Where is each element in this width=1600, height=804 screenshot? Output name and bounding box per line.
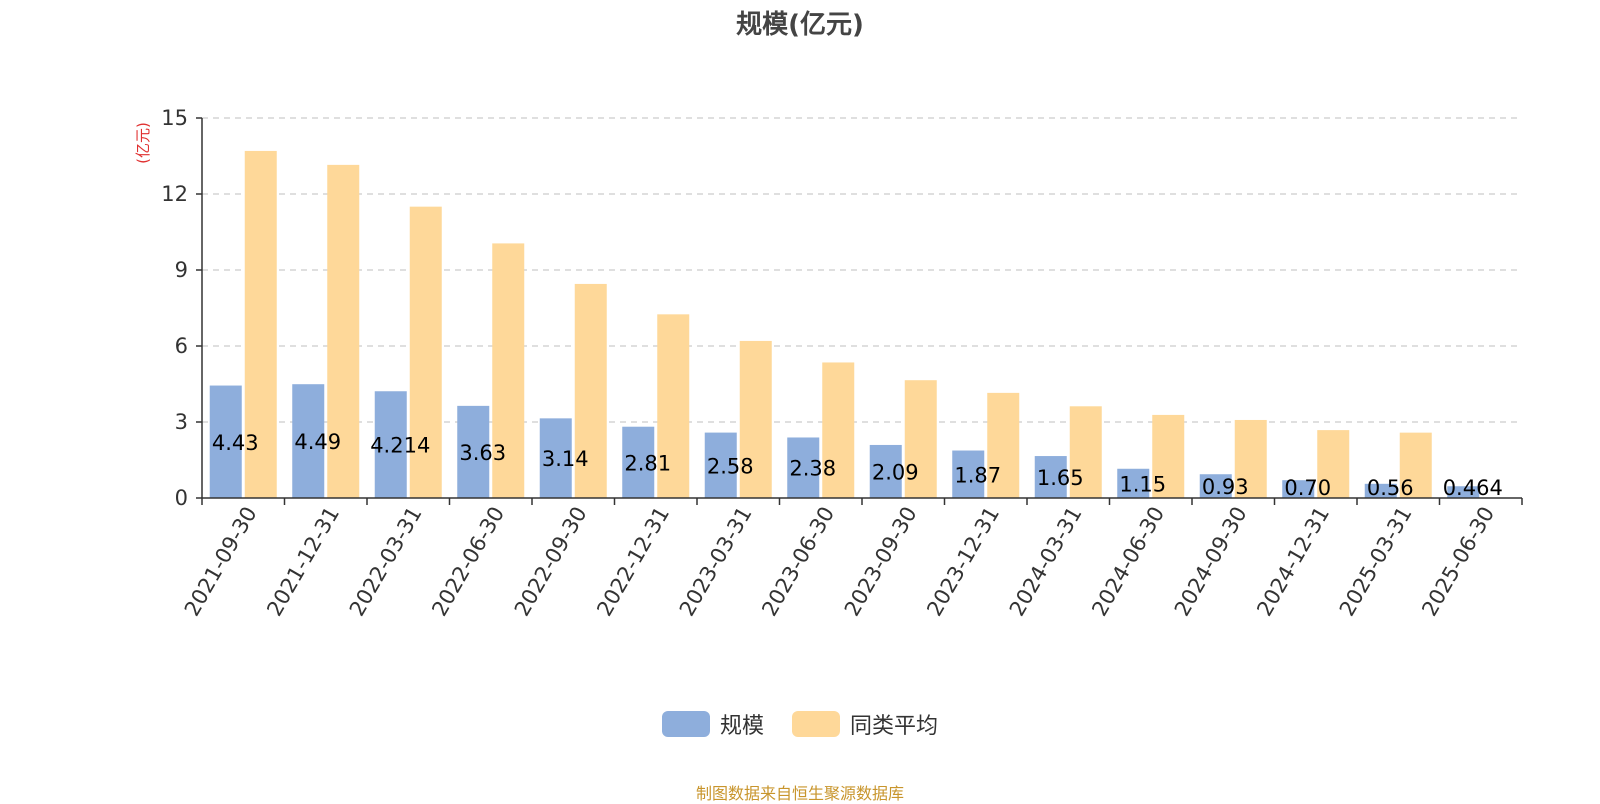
- y-tick-label-4: 12: [161, 182, 188, 206]
- bar-s1-6: [739, 340, 772, 498]
- legend-swatch-scale: [661, 711, 710, 737]
- x-tick-label-8: 2023-09-30: [840, 503, 922, 621]
- x-tick-label-13: 2024-12-31: [1252, 503, 1334, 621]
- x-tick-label-14: 2025-03-31: [1335, 503, 1417, 621]
- bar-s0-8: [869, 444, 902, 498]
- bar-s0-2: [374, 391, 407, 498]
- source-note: 制图数据来自恒生聚源数据库: [695, 784, 904, 803]
- data-label-14: 0.56: [1367, 476, 1414, 500]
- data-label-5: 2.81: [624, 451, 671, 475]
- x-tick-label-11: 2024-06-30: [1087, 503, 1169, 621]
- grid-lines: [202, 117, 1522, 423]
- bar-s0-10: [1034, 456, 1067, 498]
- bar-s0-7: [787, 437, 820, 498]
- bar-s0-3: [457, 405, 490, 498]
- bars: [209, 150, 1480, 498]
- bar-s1-4: [574, 283, 607, 498]
- bar-s1-5: [657, 314, 690, 498]
- legend: 规模 同类平均: [0, 708, 1600, 740]
- data-label-1: 4.49: [294, 430, 341, 454]
- legend-item-scale[interactable]: 规模: [661, 708, 764, 740]
- legend-swatch-peer-average: [792, 711, 840, 737]
- data-label-3: 3.63: [459, 441, 506, 465]
- x-tick-label-7: 2023-06-30: [757, 503, 839, 621]
- data-label-10: 1.65: [1037, 466, 1084, 490]
- x-tick-label-10: 2024-03-31: [1005, 503, 1087, 621]
- data-label-9: 1.87: [954, 463, 1001, 487]
- legend-item-peer-average[interactable]: 同类平均: [792, 708, 938, 740]
- bar-s0-5: [622, 426, 655, 498]
- bar-s0-0: [209, 385, 242, 498]
- y-tick-label-2: 6: [175, 334, 188, 358]
- x-tick-label-6: 2023-03-31: [675, 503, 757, 621]
- bar-s1-10: [1069, 406, 1102, 498]
- bar-s0-9: [952, 450, 985, 498]
- data-label-13: 0.70: [1284, 476, 1331, 500]
- bar-s1-11: [1152, 414, 1185, 498]
- bar-s1-7: [822, 362, 855, 498]
- y-axis-label: (亿元): [134, 122, 152, 164]
- legend-label-peer-average: 同类平均: [850, 714, 939, 739]
- x-tick-label-0: 2021-09-30: [180, 503, 262, 621]
- bar-s0-14: [1364, 483, 1397, 498]
- bar-s1-13: [1317, 430, 1350, 498]
- data-label-12: 0.93: [1202, 475, 1249, 499]
- data-label-15: 0.464: [1443, 476, 1503, 500]
- bar-s1-2: [409, 206, 442, 498]
- x-tick-label-4: 2022-09-30: [510, 503, 592, 621]
- data-label-0: 4.43: [212, 431, 259, 455]
- x-tick-label-12: 2024-09-30: [1170, 503, 1252, 621]
- y-tick-label-5: 15: [161, 106, 188, 130]
- y-tick-label-1: 3: [175, 410, 188, 434]
- x-tick-label-3: 2022-06-30: [427, 503, 509, 621]
- data-label-2: 4.214: [370, 434, 430, 458]
- bar-s1-3: [492, 243, 525, 498]
- legend-label-scale: 规模: [719, 714, 764, 739]
- data-label-4: 3.14: [542, 447, 589, 471]
- bar-s0-15: [1447, 486, 1480, 498]
- bar-s0-6: [704, 432, 737, 498]
- x-tick-label-9: 2023-12-31: [922, 503, 1004, 621]
- data-label-8: 2.09: [872, 460, 919, 484]
- x-tick-label-1: 2021-12-31: [262, 503, 344, 621]
- bar-s0-4: [539, 418, 572, 498]
- y-tick-label-3: 9: [175, 258, 188, 282]
- data-label-11: 1.15: [1119, 472, 1166, 496]
- bar-s1-0: [244, 150, 277, 498]
- bar-s1-12: [1234, 419, 1267, 498]
- bar-s1-14: [1399, 432, 1432, 498]
- y-tick-label-0: 0: [175, 486, 188, 510]
- bar-s1-9: [987, 392, 1020, 498]
- x-tick-label-2: 2022-03-31: [345, 503, 427, 621]
- data-labels: 4.43 4.49 4.214 3.63 3.14 2.81 2.58 2.38 2.09 1.8…: [212, 430, 1503, 500]
- bar-s1-1: [327, 164, 360, 498]
- bar-s0-12: [1199, 474, 1232, 498]
- data-label-7: 2.38: [789, 457, 836, 481]
- bar-s0-13: [1282, 480, 1315, 498]
- x-tick-label-5: 2022-12-31: [592, 503, 674, 621]
- chart-title: 规模(亿元): [736, 10, 864, 40]
- bar-s1-8: [904, 380, 937, 498]
- bar-s0-1: [292, 384, 325, 498]
- data-label-6: 2.58: [707, 454, 754, 478]
- x-tick-label-15: 2025-06-30: [1417, 503, 1499, 621]
- bar-s0-11: [1117, 468, 1150, 498]
